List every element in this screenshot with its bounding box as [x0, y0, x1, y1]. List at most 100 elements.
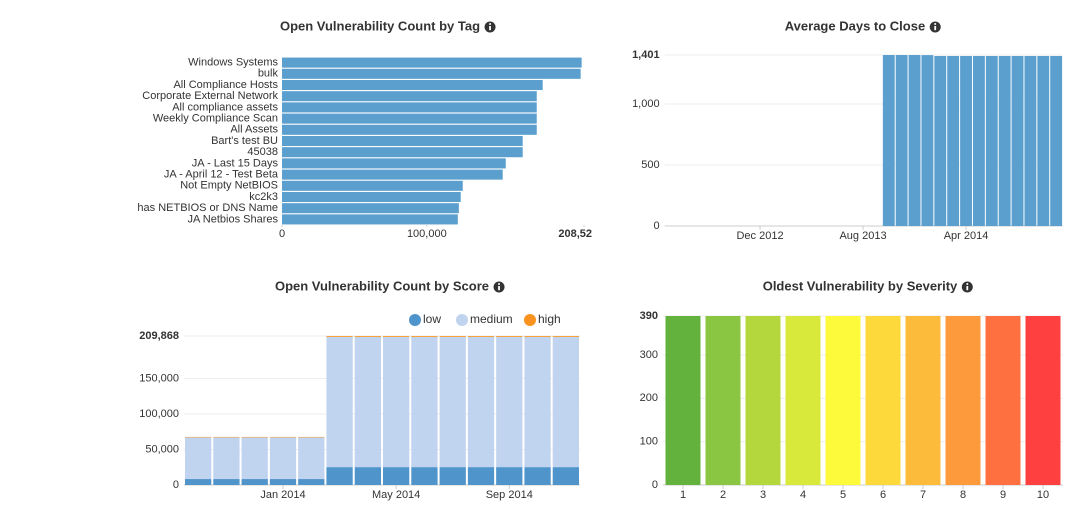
bar-segment	[552, 336, 579, 337]
x-tick-label: 7	[920, 489, 926, 501]
chart-title: Oldest Vulnerability by Severity	[763, 278, 958, 293]
y-tick-label: 209,868	[139, 330, 179, 342]
bar	[960, 55, 972, 227]
bar	[282, 191, 461, 203]
bar	[785, 316, 821, 485]
x-tick-label: Apr 2014	[944, 230, 989, 242]
y-tick-label: 1,401	[632, 49, 660, 61]
bar	[282, 147, 523, 158]
category-label: JA - April 12 - Test Beta	[164, 169, 279, 181]
info-icon-glyph	[498, 283, 501, 285]
x-tick-label: 0	[279, 228, 285, 240]
bar	[665, 316, 701, 485]
bar	[282, 135, 523, 147]
x-tick-label: 1	[680, 489, 686, 501]
legend-marker	[456, 314, 468, 326]
legend-label: low	[423, 312, 441, 326]
y-tick-label: 0	[652, 479, 658, 491]
bar-segment	[496, 336, 523, 337]
x-tick-label: 2	[720, 489, 726, 501]
category-label: Windows Systems	[188, 57, 278, 69]
x-tick-label: 208,52	[558, 228, 592, 240]
info-icon-glyph	[489, 23, 492, 25]
x-tick-label: Aug 2013	[839, 230, 886, 242]
bar-segment	[326, 336, 353, 337]
info-icon-glyph	[966, 286, 969, 291]
bar-segment	[298, 479, 325, 485]
legend-marker	[524, 314, 536, 326]
category-label: JA Netbios Shares	[188, 213, 279, 225]
x-tick-label: 8	[960, 489, 966, 501]
category-label: Weekly Compliance Scan	[153, 113, 278, 125]
bar	[282, 169, 503, 180]
bar	[282, 91, 537, 102]
y-tick-label: 100,000	[139, 408, 179, 420]
bar-segment	[439, 336, 466, 468]
x-tick-label: Sep 2014	[486, 489, 533, 501]
y-tick-label: 390	[640, 310, 658, 322]
legend-label: high	[538, 312, 561, 326]
info-icon-glyph	[934, 23, 937, 25]
category-label: kc2k3	[249, 191, 278, 203]
x-tick-label: May 2014	[372, 489, 420, 501]
x-tick-label: 6	[880, 489, 886, 501]
x-tick-label: 10	[1037, 489, 1049, 501]
bar-segment	[213, 479, 240, 485]
x-tick-label: Jan 2014	[260, 489, 305, 501]
bar	[282, 113, 537, 124]
bar	[921, 55, 934, 226]
bar-segment	[439, 336, 466, 337]
bar-segment	[524, 336, 551, 468]
bar-segment	[354, 336, 381, 468]
bar-segment	[241, 437, 268, 480]
bar	[865, 316, 901, 485]
bar-segment	[326, 336, 353, 468]
bar	[947, 55, 960, 227]
bar	[905, 316, 941, 485]
y-tick-label: 0	[173, 479, 179, 491]
bar-segment	[524, 467, 551, 485]
bar	[1037, 55, 1050, 227]
category-label: All Assets	[230, 124, 278, 136]
bar	[985, 316, 1021, 485]
bar	[1025, 316, 1061, 485]
bar-segment	[326, 467, 353, 485]
bar-segment	[467, 467, 495, 485]
y-tick-label: 200	[640, 392, 658, 404]
bar	[945, 316, 981, 485]
category-label: bulk	[258, 68, 279, 80]
bar-segment	[552, 467, 579, 485]
bar	[282, 68, 581, 79]
info-icon-glyph	[498, 286, 500, 291]
chart-title: Open Vulnerability Count by Tag	[280, 18, 480, 33]
bar	[985, 55, 998, 227]
category-label: has NETBIOS or DNS Name	[137, 202, 278, 214]
bar-segment	[383, 336, 410, 468]
legend-label: medium	[470, 312, 513, 326]
info-icon-glyph	[489, 26, 491, 31]
bar-segment	[439, 467, 466, 485]
bar-segment	[411, 336, 438, 468]
y-tick-label: 150,000	[139, 372, 179, 384]
chart-title: Open Vulnerability Count by Score	[275, 278, 489, 293]
bar-segment	[269, 437, 297, 480]
x-tick-label: 5	[840, 489, 846, 501]
bar-segment	[496, 467, 523, 485]
bar	[282, 214, 458, 225]
bar	[745, 316, 781, 485]
bar-segment	[467, 336, 495, 337]
bar-segment	[383, 467, 410, 485]
x-tick-label: 3	[760, 489, 766, 501]
y-tick-label: 0	[653, 220, 659, 232]
y-tick-label: 300	[640, 349, 658, 361]
bar	[282, 124, 537, 135]
bar	[282, 102, 537, 113]
bar	[825, 316, 861, 485]
x-tick-label: 9	[1000, 489, 1006, 501]
bar-segment	[383, 336, 410, 337]
bar	[1050, 55, 1063, 227]
bar	[998, 55, 1011, 227]
bar-segment	[354, 336, 381, 337]
chart-title: Average Days to Close	[785, 18, 925, 33]
